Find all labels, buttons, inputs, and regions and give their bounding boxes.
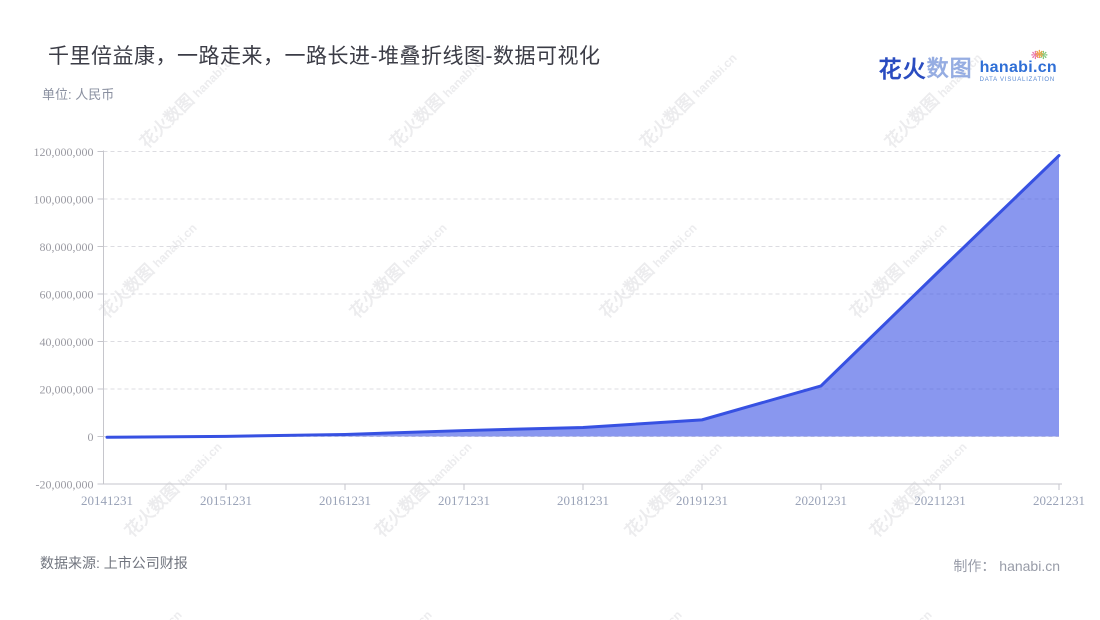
page-title: 千里倍益康，一路走来，一路长进-堆叠折线图-数据可视化 <box>48 45 601 68</box>
x-tick-label: 20171231 <box>438 493 490 508</box>
y-tick-label: 60,000,000 <box>40 288 94 302</box>
x-tick-label: 20161231 <box>319 493 371 508</box>
logo-tagline-text: DATA VISUALIZATION <box>979 77 1056 83</box>
y-tick-label: 0 <box>88 430 94 444</box>
x-tick-label: 20201231 <box>795 493 847 508</box>
y-tick-label: 120,000,000 <box>34 145 94 159</box>
y-tick-label: 40,000,000 <box>40 335 94 349</box>
logo-domain-text: hanabi.cn <box>979 59 1057 76</box>
x-tick-label: 20191231 <box>676 493 728 508</box>
y-tick-label: 20,000,000 <box>40 383 94 397</box>
x-tick-label: 20181231 <box>557 493 609 508</box>
x-tick-label: 20141231 <box>81 493 133 508</box>
area-fill <box>107 155 1059 438</box>
unit-label: 单位: 人民币 <box>42 87 115 102</box>
trend-line <box>105 154 1061 439</box>
sparkle-icon: ❋ <box>1034 49 1044 61</box>
x-tick-label: 20221231 <box>1033 493 1085 508</box>
logo-en-block: ❋ hanabi.cn DATA VISUALIZATION <box>979 50 1057 84</box>
x-tick-label: 20151231 <box>200 493 252 508</box>
y-tick-label: 100,000,000 <box>34 193 94 207</box>
y-tick-label: -20,000,000 <box>36 478 94 492</box>
logo-cn-bold-text: 花火 <box>878 56 927 82</box>
y-tick-label: 80,000,000 <box>40 240 94 254</box>
credit-note: 制作： hanabi.cn <box>953 558 1060 574</box>
x-tick-label: 20211231 <box>914 493 966 508</box>
logo-cn-light-text: 数图 <box>926 56 973 81</box>
brand-logo: 花火 数图 ❋ hanabi.cn DATA VISUALIZATION <box>878 50 1057 84</box>
data-source-note: 数据来源: 上市公司财报 <box>40 555 188 571</box>
